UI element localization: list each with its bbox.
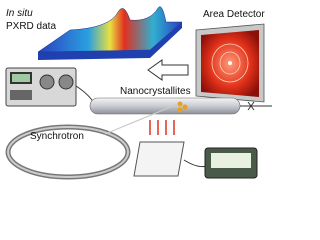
nano-label: Nanocrystallites [120,86,191,97]
synchrotron-ring [5,103,179,180]
arrow [147,59,189,81]
page: {"labels": {"in_situ": "In situ", "pxrd"… [5,6,272,180]
synchrotron-label: Synchrotron [30,131,84,142]
diagram: In situ PXRD data Area Detector Nanocrys… [5,6,272,180]
area-detector [195,23,265,103]
pxrd-surface [37,6,183,60]
thermometer [204,147,258,179]
in-situ-label: In situ [6,8,33,19]
pxrd-label: PXRD data [6,21,56,32]
controller [5,67,77,107]
detector-label: Area Detector [203,9,265,20]
heater [133,120,211,177]
capillary [89,97,272,115]
